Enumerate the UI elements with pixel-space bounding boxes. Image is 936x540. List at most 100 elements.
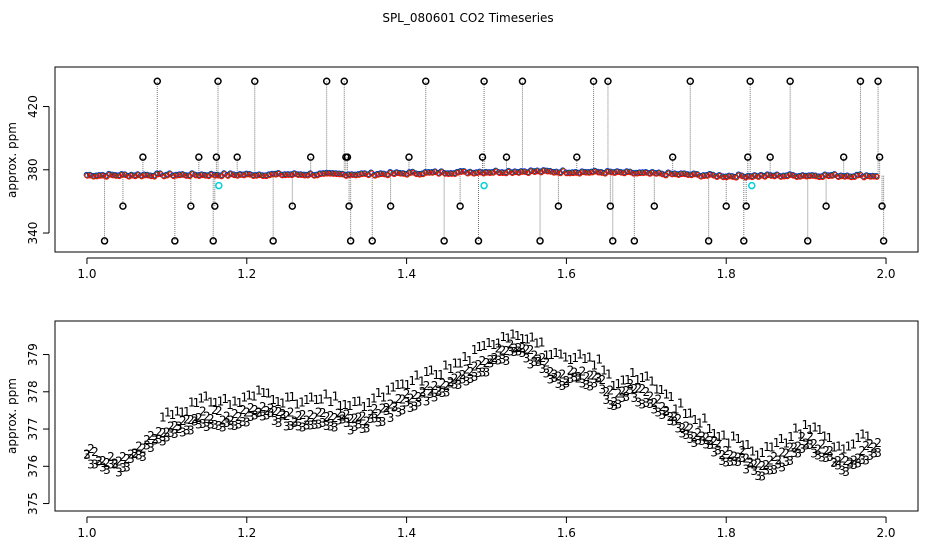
series-1-point: 1: [351, 395, 359, 409]
series-1-point: 1: [523, 332, 531, 346]
outlier-point: [502, 153, 511, 161]
outlier-point: [386, 202, 395, 210]
series-2-point: 2: [279, 407, 287, 421]
series-1-point: 1: [576, 347, 584, 361]
series-1-point: 1: [466, 354, 474, 368]
outlier-point: [119, 202, 127, 210]
series-3-point: 3: [802, 439, 810, 453]
outlier-point: [573, 153, 581, 161]
series-3-point: 3: [187, 423, 195, 437]
series-1-point: 1: [193, 396, 201, 410]
series-1-point: 1: [854, 431, 862, 445]
series-3-point: 3: [99, 460, 107, 474]
outlier-point: [405, 153, 413, 161]
series-2-point: 2: [263, 404, 271, 418]
outlier-point: [878, 202, 886, 210]
series-1-point: 1: [274, 395, 282, 409]
bottom-panel: approx. ppm 1111111111111111111111111111…: [5, 320, 919, 540]
baseline-point: [333, 171, 340, 178]
series-1-point: 1: [859, 428, 867, 442]
series-3-point: 3: [243, 415, 251, 429]
series-2-point: 2: [607, 383, 615, 397]
series-2-point: 2: [702, 431, 710, 445]
outlier-point: [554, 202, 563, 210]
series-3-point: 3: [778, 460, 786, 474]
series-2-point: 2: [758, 459, 766, 473]
baseline-point: [739, 173, 746, 180]
series-3-point: 3: [383, 404, 391, 418]
series-3-point: 3: [331, 420, 339, 434]
series-2-point: 2: [842, 454, 850, 468]
series-2-point: 2: [143, 433, 151, 447]
series-3-point: 3: [371, 411, 379, 425]
series-3-point: 3: [866, 449, 874, 463]
baseline-point: [308, 171, 315, 178]
baseline-point: [110, 172, 116, 179]
series-3-point: 3: [654, 405, 662, 419]
series-1-point: 1: [821, 430, 829, 444]
series-3-point: 3: [650, 403, 658, 417]
series-3-point: 3: [163, 431, 171, 445]
series-1-point: 1: [600, 363, 608, 377]
series-2-point: 2: [219, 413, 227, 427]
series-1-point: 1: [346, 399, 354, 413]
series-3-point: 3: [379, 415, 387, 429]
series-1-point: 1: [279, 397, 287, 411]
series-2-point: 2: [822, 444, 830, 458]
series-2-point: 2: [746, 456, 754, 470]
series-3-point: 3: [315, 417, 323, 431]
series-3-point: 3: [203, 420, 211, 434]
series-2-point: 2: [271, 404, 279, 418]
series-2-point: 2: [559, 368, 567, 382]
series-2-point: 2: [239, 403, 247, 417]
series-2-point: 2: [658, 400, 666, 414]
baseline-point: [231, 172, 238, 179]
outlier-point: [100, 237, 109, 245]
outlier-point: [766, 153, 774, 161]
series-2-point: 2: [319, 406, 327, 420]
series-3-point: 3: [591, 377, 599, 391]
outlier-point: [786, 77, 794, 85]
series-2-point: 2: [123, 452, 131, 466]
series-1-point: 1: [787, 430, 795, 444]
series-2-point: 2: [467, 365, 475, 379]
series-3-point: 3: [159, 435, 167, 449]
baseline-point: [838, 173, 845, 180]
baseline-point: [624, 169, 631, 176]
series-1-point: 1: [849, 438, 857, 452]
baseline-point: [461, 168, 468, 175]
series-3-point: 3: [842, 465, 850, 479]
baseline-point: [845, 173, 851, 180]
series-2-point: 2: [650, 396, 658, 410]
series-1-point: 1: [284, 390, 292, 404]
series-2-point: 2: [135, 440, 143, 454]
outlier-point: [480, 181, 488, 190]
series-3-point: 3: [571, 370, 579, 384]
baseline-point: [257, 172, 263, 179]
baseline-point: [605, 168, 612, 175]
outlier-point: [604, 77, 612, 85]
series-2-point: 2: [587, 368, 595, 382]
series-2-point: 2: [223, 410, 231, 424]
series-2-point: 2: [459, 368, 467, 382]
series-3-point: 3: [738, 451, 746, 465]
series-3-point: 3: [702, 437, 710, 451]
baseline-point: [122, 172, 129, 179]
baseline-point: [787, 172, 794, 178]
series-1-point: 1: [202, 389, 210, 403]
outlier-point: [474, 237, 483, 245]
baseline-point: [247, 171, 254, 178]
series-3-point: 3: [139, 450, 147, 464]
outlier-point: [195, 153, 203, 161]
series-3-point: 3: [351, 420, 359, 434]
series-2-point: 2: [866, 437, 874, 451]
series-2-point: 2: [311, 410, 319, 424]
series-2-point: 2: [131, 447, 139, 461]
series-3-point: 3: [790, 446, 798, 460]
series-1-point: 1: [840, 443, 848, 457]
series-3-point: 3: [135, 448, 143, 462]
series-3-point: 3: [746, 457, 754, 471]
series-2-point: 2: [527, 343, 535, 357]
series-3-point: 3: [495, 353, 503, 367]
series-2-point: 2: [551, 368, 559, 382]
